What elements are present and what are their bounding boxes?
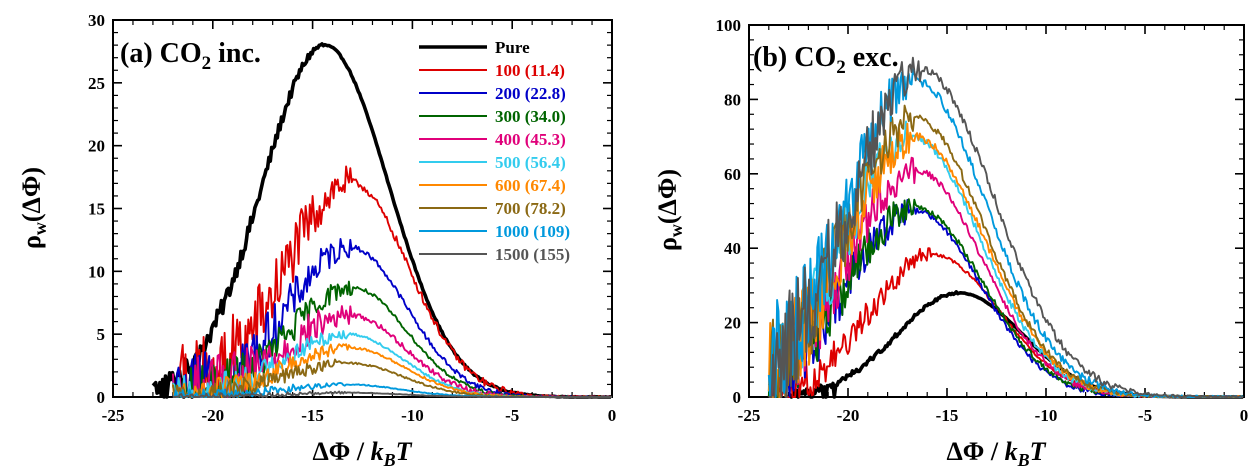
legend-label-paren: (56.4) [521, 153, 566, 172]
legend-label-paren: (22.8) [521, 84, 566, 103]
y-axis-label-a-rho: ρ [17, 235, 46, 249]
legend-label: 300 (34.0) [495, 107, 566, 126]
x-axis-label-b-sub: B [1017, 450, 1030, 468]
legend-label-paren: (78.2) [521, 199, 566, 218]
panel-title-b-suffix: exc. [846, 42, 899, 73]
y-tick-label: 0 [97, 388, 106, 407]
legend-label: 700 (78.2) [495, 199, 566, 218]
series-line-b-5 [767, 120, 1244, 398]
legend-label-value: 200 [495, 84, 521, 103]
x-tick-label: 0 [608, 406, 617, 425]
legend-label-value: 600 [495, 176, 521, 195]
legend-label: 1000 (109) [495, 222, 570, 241]
x-axis-label-b-main: ΔΦ / [947, 437, 1005, 466]
y-tick-label: 40 [724, 239, 741, 258]
legend-label-value: 400 [495, 130, 521, 149]
y-axis-label-b-sub: w [666, 224, 686, 237]
legend-label: 600 (67.4) [495, 176, 566, 195]
axis-ticks-a: -25 -20 -15 -10 -5 0 0 5 10 15 20 25 30 [88, 11, 616, 425]
legend-label: 400 (45.3) [495, 130, 566, 149]
legend-label-paren: (34.0) [521, 107, 566, 126]
x-tick-label: -5 [505, 406, 519, 425]
panel-title-a-prefix: (a) CO [120, 38, 202, 69]
legend-label-value: 1000 [495, 222, 529, 241]
y-axis-label-b-rest: (ΔΦ) [653, 169, 682, 224]
x-axis-label-b: ΔΦ / kBT [947, 437, 1047, 468]
y-tick-label: 30 [88, 11, 105, 30]
series-line-a-0 [151, 42, 612, 399]
y-tick-label: 20 [88, 137, 105, 156]
x-tick-label: -10 [401, 406, 424, 425]
x-tick-label: -25 [738, 406, 761, 425]
y-tick-label: 80 [724, 90, 741, 109]
legend-label: 1500 (155) [495, 245, 570, 264]
axis-ticks-b: -25 -20 -15 -10 -5 0 0 20 40 60 80 100 [716, 16, 1249, 425]
x-tick-label: -15 [936, 406, 959, 425]
y-tick-label: 15 [88, 200, 105, 219]
x-axis-label-a-sub: B [383, 450, 396, 468]
y-axis-label-b: ρw(ΔΦ) [653, 169, 686, 251]
series-line-a-9 [172, 390, 612, 398]
series-line-b-9 [768, 56, 1243, 398]
y-tick-label: 100 [716, 16, 742, 35]
legend-label-paren: (45.3) [521, 130, 566, 149]
x-axis-label-b-k: k [1005, 437, 1018, 466]
y-tick-label: 25 [88, 74, 105, 93]
legend-label-value: 300 [495, 107, 521, 126]
plot-frame-b [748, 24, 1245, 398]
panel-title-a: (a) CO2 inc. [120, 38, 261, 74]
series-line-b-7 [767, 104, 1243, 398]
x-axis-label-a-T: T [396, 437, 413, 466]
x-tick-label: -10 [1035, 406, 1058, 425]
x-tick-label: -20 [837, 406, 860, 425]
x-tick-label: -5 [1138, 406, 1152, 425]
panel-title-a-sub: 2 [202, 53, 212, 74]
panel-title-b-sub: 2 [836, 57, 846, 78]
legend-label-paren: (109) [529, 222, 570, 241]
x-tick-label: -15 [301, 406, 324, 425]
y-axis-label-a-rest: (ΔΦ) [17, 167, 46, 222]
y-tick-label: 0 [733, 388, 742, 407]
legend-label: 200 (22.8) [495, 84, 566, 103]
y-tick-label: 60 [724, 165, 741, 184]
x-tick-label: -25 [102, 406, 125, 425]
panel-title-b: (b) CO2 exc. [753, 42, 899, 78]
legend-label-value: 500 [495, 153, 521, 172]
x-tick-label: 0 [1240, 406, 1249, 425]
legend-label-paren: (11.4) [521, 61, 565, 80]
series-group-b [767, 56, 1244, 399]
chart-panel-b: -25 -20 -15 -10 -5 0 0 20 40 60 80 100 (b) CO2 exc.… [653, 16, 1248, 468]
y-tick-label: 5 [97, 325, 106, 344]
legend-label-value: 700 [495, 199, 521, 218]
legend-label-paren: (155) [529, 245, 570, 264]
x-tick-label: -20 [201, 406, 224, 425]
y-axis-label-a-sub: w [30, 222, 50, 235]
chart-panel-a: -25 -20 -15 -10 -5 0 0 5 10 15 20 25 30 (a) CO2 inc.… [17, 11, 616, 468]
legend-label-value: 1500 [495, 245, 529, 264]
y-axis-label-b-rho: ρ [653, 237, 682, 251]
panel-title-b-prefix: (b) CO [753, 42, 836, 73]
y-tick-label: 20 [724, 314, 741, 333]
x-axis-label-b-T: T [1030, 437, 1047, 466]
legend-label: Pure [495, 38, 530, 57]
x-axis-label-a-main: ΔΦ / [313, 437, 371, 466]
legend-label-value: 100 [495, 61, 521, 80]
legend-label-paren: (67.4) [521, 176, 566, 195]
x-axis-label-a: ΔΦ / kBT [313, 437, 413, 468]
panel-title-a-suffix: inc. [211, 38, 261, 69]
y-tick-label: 10 [88, 262, 105, 281]
legend-label: 500 (56.4) [495, 153, 566, 172]
series-group-a [151, 42, 612, 399]
y-axis-label-a: ρw(ΔΦ) [17, 167, 50, 249]
legend-label: 100 (11.4) [495, 61, 565, 80]
legend-label-value: Pure [495, 38, 530, 57]
x-axis-label-a-k: k [371, 437, 384, 466]
